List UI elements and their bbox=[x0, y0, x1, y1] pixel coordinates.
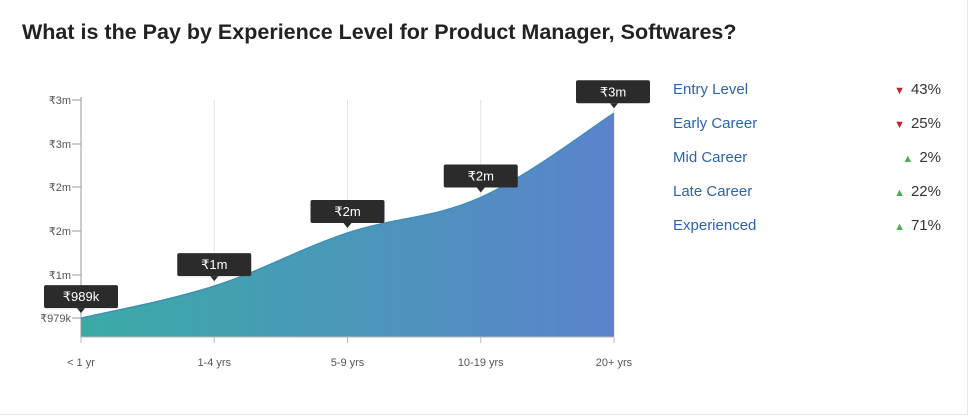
data-label: ₹2m bbox=[334, 204, 360, 219]
bubble-pointer bbox=[610, 103, 618, 109]
data-label-bubble: ₹1m bbox=[177, 253, 252, 282]
y-tick-label: ₹3m bbox=[49, 139, 71, 151]
bubble-pointer bbox=[77, 308, 85, 314]
bubble-box bbox=[310, 199, 385, 223]
legend-label[interactable]: Mid Career bbox=[673, 149, 748, 166]
arrow-down-icon: ▼ bbox=[894, 119, 905, 131]
data-label: ₹1m bbox=[201, 257, 227, 272]
bubble-box bbox=[443, 164, 518, 188]
chart-title: What is the Pay by Experience Level for … bbox=[22, 20, 737, 44]
arrow-up-icon: ▲ bbox=[894, 187, 905, 199]
bubble-box bbox=[177, 253, 252, 277]
area-fill bbox=[81, 113, 614, 337]
bubble-box bbox=[44, 285, 118, 309]
x-axis: < 1 yr 1-4 yrs 5-9 yrs 10-19 yrs 20+ yrs bbox=[67, 336, 633, 369]
x-tick-label: < 1 yr bbox=[67, 357, 95, 369]
bubble-pointer bbox=[476, 187, 485, 193]
y-tick-label: ₹1m bbox=[49, 270, 71, 282]
data-label: ₹989k bbox=[63, 289, 100, 304]
arrow-up-icon: ▲ bbox=[894, 221, 905, 233]
data-labels: ₹989k ₹1m ₹2m ₹2m ₹3m bbox=[44, 80, 650, 314]
legend-label[interactable]: Experienced bbox=[673, 217, 757, 234]
y-tick-label: ₹3m bbox=[49, 95, 71, 107]
area-series bbox=[80, 112, 615, 337]
legend-change: 2% bbox=[919, 149, 941, 166]
data-label-bubble: ₹2m bbox=[310, 199, 385, 228]
x-tick-label: 10-19 yrs bbox=[458, 357, 504, 369]
legend-change: 43% bbox=[910, 81, 941, 98]
experience-legend: Entry Level ▼ 43% Early Career ▼ 25% Mid C… bbox=[673, 80, 945, 250]
y-tick-label: ₹2m bbox=[49, 182, 71, 194]
legend-item-early-career[interactable]: Early Career ▼ 25% bbox=[673, 114, 945, 148]
bubble-pointer bbox=[210, 276, 219, 282]
series-line bbox=[80, 112, 615, 319]
legend-label[interactable]: Late Career bbox=[673, 183, 753, 200]
x-tick-label: 5-9 yrs bbox=[331, 357, 365, 369]
legend-change: 22% bbox=[910, 183, 941, 200]
legend-change: 71% bbox=[910, 217, 941, 234]
x-tick-label: 1-4 yrs bbox=[197, 357, 231, 369]
legend-change: 25% bbox=[910, 115, 941, 132]
data-label: ₹2m bbox=[468, 168, 494, 183]
y-tick-label: ₹979k bbox=[40, 313, 71, 325]
legend-item-experienced[interactable]: Experienced ▲ 71% bbox=[673, 216, 945, 250]
bubble-box bbox=[576, 80, 650, 104]
data-label-bubble: ₹3m bbox=[576, 80, 650, 109]
arrow-down-icon: ▼ bbox=[894, 85, 905, 97]
legend-item-mid-career[interactable]: Mid Career ▲ 2% bbox=[673, 148, 945, 182]
x-tick-label: 20+ yrs bbox=[596, 357, 633, 369]
y-tick-label: ₹2m bbox=[49, 226, 71, 238]
data-label-bubble: ₹989k bbox=[44, 285, 118, 314]
legend-item-entry-level[interactable]: Entry Level ▼ 43% bbox=[673, 80, 945, 114]
bubble-pointer bbox=[343, 222, 352, 228]
legend-label[interactable]: Early Career bbox=[673, 115, 758, 132]
data-label-bubble: ₹2m bbox=[443, 164, 518, 193]
legend-item-late-career[interactable]: Late Career ▲ 22% bbox=[673, 182, 945, 216]
legend-label[interactable]: Entry Level bbox=[673, 81, 749, 98]
data-label: ₹3m bbox=[600, 84, 626, 99]
arrow-up-icon: ▲ bbox=[902, 153, 914, 165]
